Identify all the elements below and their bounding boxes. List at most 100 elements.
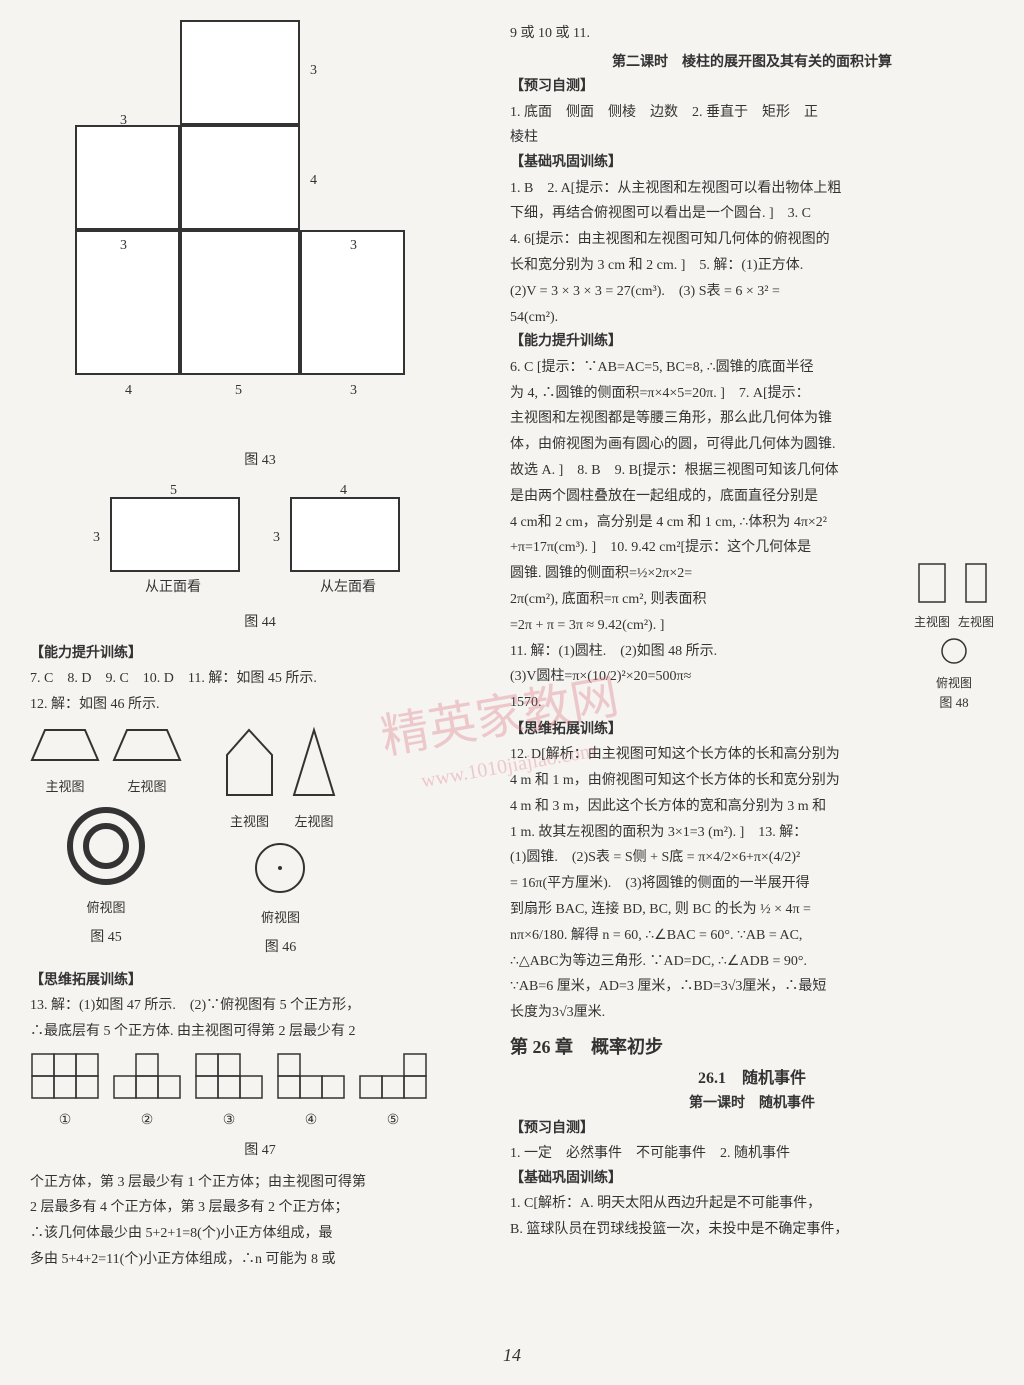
top-view-label: 俯视图: [222, 908, 339, 929]
ability-5: 故选 A. ] 8. B 9. B[提示：根据三视图可知该几何体: [510, 459, 994, 483]
ring-shape: [66, 806, 146, 886]
ability-3: 主视图和左视图都是等腰三角形，那么此几何体为锥: [510, 407, 994, 431]
rect-shape: [964, 562, 988, 604]
q13-cont1: 个正方体，第 3 层最少有 1 个正方体；由主视图可得第: [30, 1171, 490, 1195]
figure-44-diagram: 5 3 4 3 从正面看 从左面看: [30, 482, 490, 602]
main-view-label: 主视图: [30, 777, 100, 798]
fig45-caption: 图 45: [30, 927, 182, 949]
think-7: 到扇形 BAC, 连接 BD, BC, 则 BC 的长为 ½ × 4π =: [510, 898, 994, 922]
grid-shape-5: [358, 1052, 428, 1102]
think-8: nπ×6/180. 解得 n = 60, ∴∠BAC = 60°. ∵AB = …: [510, 924, 994, 948]
basic-6: 54(cm²).: [510, 306, 994, 330]
dim-label: 5: [170, 480, 177, 502]
dim-label: 5: [235, 380, 242, 402]
figure-47-grids: ① ② ③: [30, 1052, 490, 1133]
think-2: 4 m 和 1 m，由俯视图可知这个长方体的长和宽分别为: [510, 769, 994, 793]
think-6: = 16π(平方厘米). (3)将圆锥的侧面的一半展开得: [510, 872, 994, 896]
fig43-caption: 图 43: [30, 450, 490, 472]
circle-shape: [939, 636, 969, 666]
left-view-label: 左视图: [112, 777, 182, 798]
basic-3: 4. 6[提示：由主视图和左视图可知几何体的俯视图的: [510, 228, 994, 252]
basic-title: 【基础巩固训练】: [510, 152, 994, 174]
circle-dot-shape: [253, 841, 308, 896]
ch26-b2: B. 篮球队员在罚球线投篮一次，未投中是不确定事件，: [510, 1218, 994, 1242]
house-shape: [222, 725, 277, 800]
basic-5: (2)V = 3 × 3 × 3 = 27(cm³). (3) S表 = 6 ×…: [510, 280, 994, 304]
thinking-title-r: 【思维拓展训练】: [510, 719, 994, 741]
basic-4: 长和宽分别为 3 cm 和 2 cm. ] 5. 解：(1)正方体.: [510, 254, 994, 278]
top-view-label: 俯视图: [30, 898, 182, 919]
dim-label: 4: [340, 480, 347, 502]
trapezoid-shape: [112, 725, 182, 765]
dim-label: 3: [350, 235, 357, 257]
ch26-preview-title: 【预习自测】: [510, 1118, 994, 1140]
lesson1-title: 第一课时 随机事件: [510, 1093, 994, 1115]
triangle-shape: [289, 725, 339, 800]
dim-label: 3: [93, 527, 100, 549]
think-1: 12. D[解析：由主视图可知这个长方体的长和高分别为: [510, 743, 994, 767]
preview-1: 1. 底面 侧面 侧棱 边数 2. 垂直于 矩形 正: [510, 101, 994, 125]
q13-cont4: 多由 5+4+2=11(个)小正方体组成，∴n 可能为 8 或: [30, 1248, 490, 1272]
section-ability-title: 【能力提升训练】: [30, 643, 490, 665]
top-continuation: 9 或 10 或 11.: [510, 22, 994, 46]
main-view-label: 主视图: [222, 812, 277, 833]
dim-label: 3: [350, 380, 357, 402]
ability-7: 4 cm和 2 cm，高分别是 4 cm 和 1 cm, ∴体积为 4π×2²: [510, 511, 994, 535]
q13-cont2: 2 层最多有 4 个正方体，第 3 层最多有 2 个正方体；: [30, 1196, 490, 1220]
fig48-caption: 图 48: [914, 693, 994, 714]
figure-48-group: 主视图 左视图 俯视图 图 48: [914, 562, 994, 714]
trapezoid-shape: [30, 725, 100, 765]
think-5: (1)圆锥. (2)S表 = S侧 + S底 = π×4/2×6+π×(4/2)…: [510, 846, 994, 870]
grid-shape-3: [194, 1052, 264, 1102]
think-4: 1 m. 故其左视图的面积为 3×1=3 (m²). ] 13. 解：: [510, 821, 994, 845]
grid-num: ⑤: [358, 1110, 428, 1132]
section-thinking-title: 【思维拓展训练】: [30, 970, 490, 992]
page-number: 14: [503, 1341, 521, 1370]
ability-2: 为 4, ∴圆锥的侧面积=π×4×5=20π. ] 7. A[提示：: [510, 382, 994, 406]
fig47-caption: 图 47: [30, 1140, 490, 1162]
fig48-top: 俯视图: [914, 674, 994, 693]
fig44-caption: 图 44: [30, 612, 490, 634]
ability-4: 体，由俯视图为画有圆心的圆，可得此几何体为圆锥.: [510, 433, 994, 457]
grid-shape-4: [276, 1052, 346, 1102]
q13-line1: 13. 解：(1)如图 47 所示. (2)∵俯视图有 5 个正方形，: [30, 994, 490, 1018]
ability-1: 6. C [提示：∵AB=AC=5, BC=8, ∴圆锥的底面半径: [510, 356, 994, 380]
grid-num: ②: [112, 1110, 182, 1132]
ch26-basic-title: 【基础巩固训练】: [510, 1168, 994, 1190]
chapter-26-title: 第 26 章 概率初步: [510, 1033, 994, 1062]
left-view-label: 左视图: [289, 812, 339, 833]
dim-label: 4: [310, 170, 317, 192]
dim-label: 3: [273, 527, 280, 549]
figure-43-diagram: 3 3 4 3 3 4 3 5: [30, 20, 490, 440]
figure-45-group: 主视图 左视图 俯视图 图 45: [30, 725, 182, 968]
fig46-caption: 图 46: [222, 937, 339, 959]
grid-num: ④: [276, 1110, 346, 1132]
ability-8: +π=17π(cm³). ] 10. 9.42 cm²[提示：这个几何体是: [510, 536, 994, 560]
basic-1: 1. B 2. A[提示：从主视图和左视图可以看出物体上粗: [510, 177, 994, 201]
fig48-left: 左视图: [958, 613, 994, 632]
dim-label: 3: [310, 60, 317, 82]
section-26-1-title: 26.1 随机事件: [510, 1066, 994, 1092]
grid-shape-2: [112, 1052, 182, 1102]
view-label: 从左面看: [320, 577, 376, 599]
view-label: 从正面看: [145, 577, 201, 599]
rect-shape: [917, 562, 947, 604]
ch26-p1: 1. 一定 必然事件 不可能事件 2. 随机事件: [510, 1142, 994, 1166]
dim-label: 3: [120, 235, 127, 257]
think-11: 长度为3√3厘米.: [510, 1001, 994, 1025]
dim-label: 3: [120, 110, 127, 132]
ability-title-r: 【能力提升训练】: [510, 331, 994, 353]
grid-shape-1: [30, 1052, 100, 1102]
fig48-main: 主视图: [914, 613, 950, 632]
ch26-b1: 1. C[解析：A. 明天太阳从西边升起是不可能事件，: [510, 1192, 994, 1216]
q13-cont3: ∴该几何体最少由 5+2+1=8(个)小正方体组成，最: [30, 1222, 490, 1246]
preview-2: 棱柱: [510, 126, 994, 150]
grid-num: ①: [30, 1110, 100, 1132]
q13-line2: ∴最底层有 5 个正方体. 由主视图可得第 2 层最少有 2: [30, 1020, 490, 1044]
dim-label: 4: [125, 380, 132, 402]
grid-num: ③: [194, 1110, 264, 1132]
basic-2: 下细，再结合俯视图可以看出是一个圆台. ] 3. C: [510, 202, 994, 226]
think-3: 4 m 和 3 m，因此这个长方体的宽和高分别为 3 m 和: [510, 795, 994, 819]
ability-answers: 7. C 8. D 9. C 10. D 11. 解：如图 45 所示.: [30, 667, 490, 691]
think-9: ∴△ABC为等边三角形. ∵AD=DC, ∴∠ADB = 90°.: [510, 950, 994, 974]
